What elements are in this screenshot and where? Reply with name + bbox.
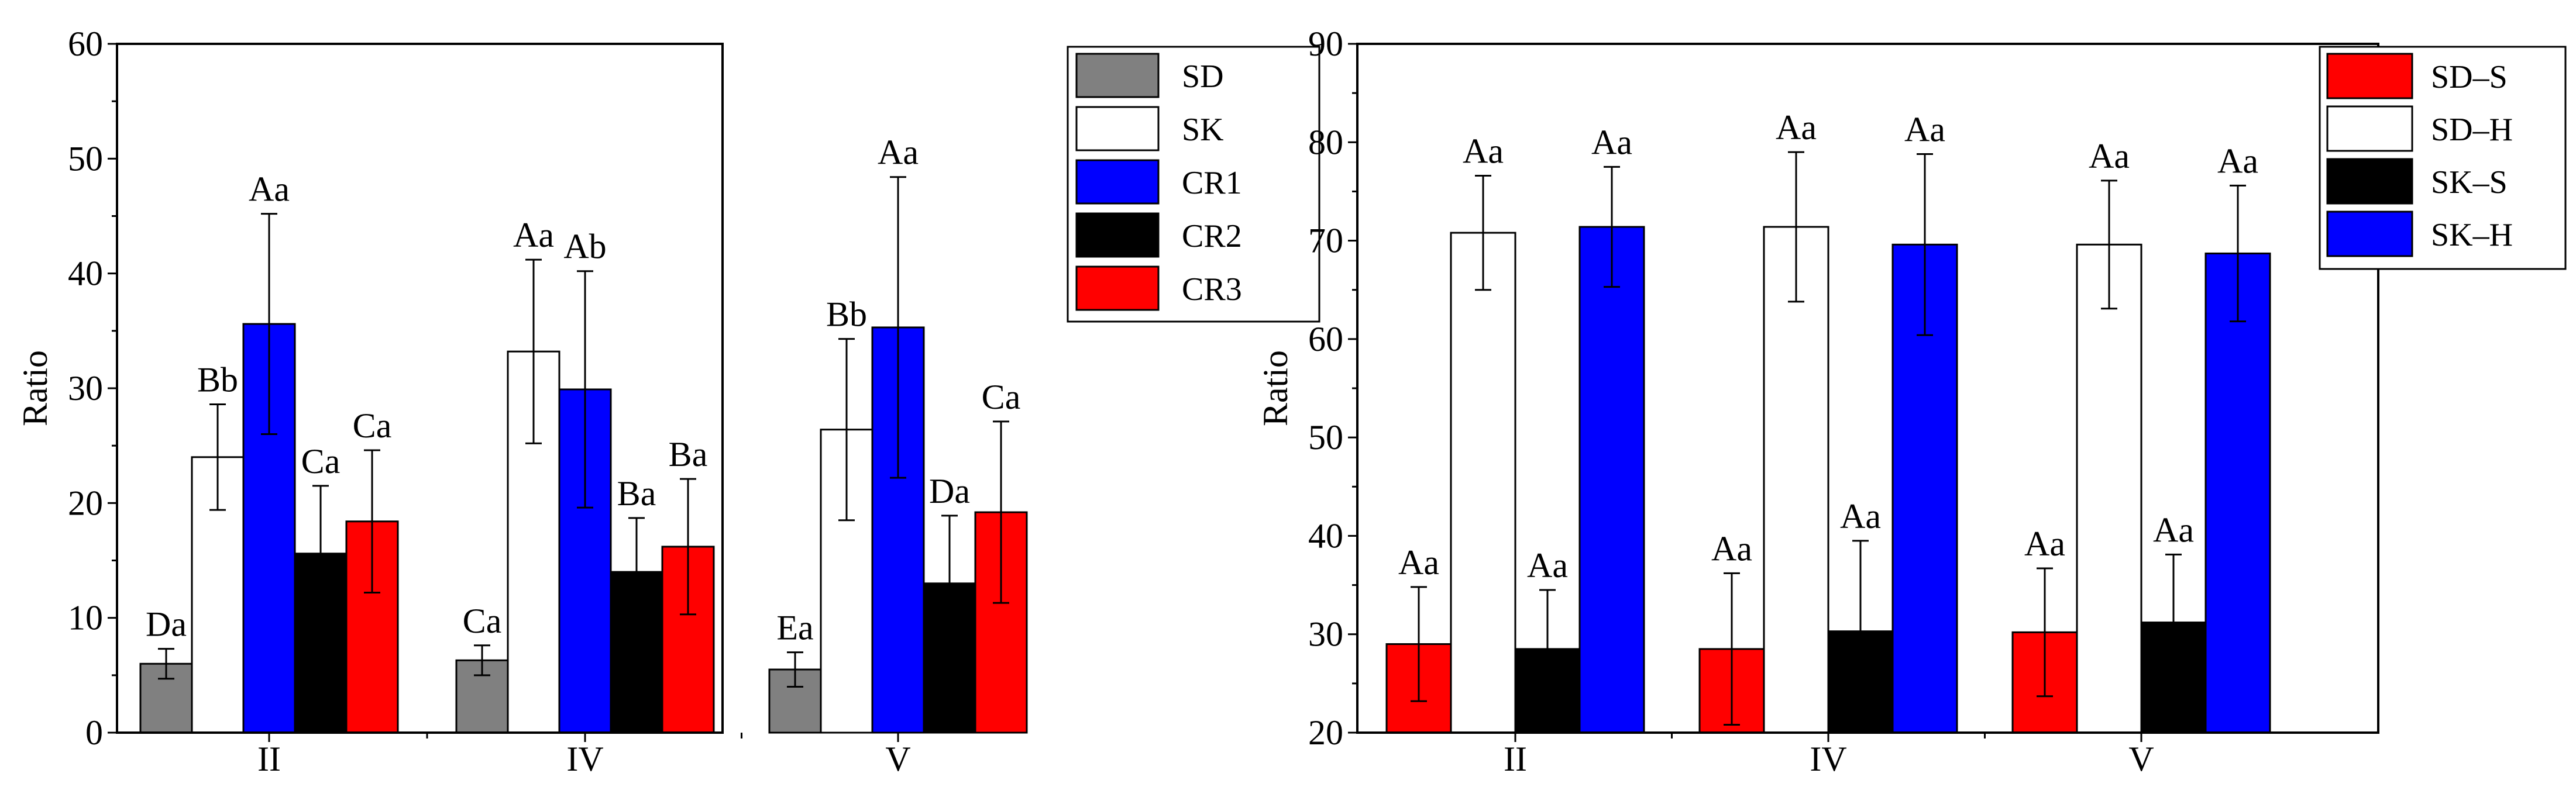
x-tick-label: V (885, 740, 910, 778)
y-tick-label: 50 (68, 139, 103, 178)
legend-label: SK (1182, 112, 1224, 148)
significance-label: Ca (982, 378, 1021, 416)
legend-label: SK–S (2431, 164, 2508, 201)
y-tick-label: 30 (68, 369, 103, 408)
legend-swatch (1075, 159, 1160, 205)
legend-swatch (2326, 105, 2413, 152)
significance-label: Ca (301, 442, 341, 481)
legend-label: CR1 (1182, 165, 1242, 201)
significance-label: Aa (1591, 123, 1632, 161)
significance-label: Ca (463, 602, 502, 640)
x-tick-label: IV (1810, 740, 1846, 778)
legend-label: SD (1182, 58, 1224, 95)
significance-label: Aa (1776, 108, 1817, 147)
significance-label: Aa (513, 216, 554, 254)
legend-label: CR2 (1182, 218, 1242, 254)
y-tick-label: 30 (1308, 615, 1343, 654)
y-tick-label: 90 (1308, 25, 1343, 63)
y-tick-label: 0 (85, 713, 103, 752)
legend-swatch (2326, 53, 2413, 99)
legend-swatch (1075, 212, 1160, 258)
legend-swatch (2326, 210, 2413, 257)
significance-label: Bb (826, 295, 867, 334)
y-tick-label: 60 (68, 25, 103, 63)
y-tick-label: 10 (68, 599, 103, 637)
legend-label: SD–H (2431, 112, 2513, 148)
y-axis-title: Ratio (1256, 350, 1295, 426)
significance-label: Aa (1904, 110, 1945, 149)
y-axis-title: Ratio (16, 350, 54, 426)
significance-label: Bb (197, 360, 238, 399)
significance-label: Aa (2153, 510, 2194, 549)
significance-label: Ba (669, 435, 708, 474)
significance-label: Aa (2217, 142, 2258, 180)
significance-label: Ba (617, 474, 656, 513)
legend-swatch (1075, 106, 1160, 151)
bar (1578, 226, 1645, 734)
significance-label: Da (929, 472, 970, 510)
legend-label: SD–S (2431, 59, 2508, 95)
significance-label: Aa (1398, 543, 1439, 582)
bar (2076, 243, 2142, 734)
significance-label: Aa (1463, 132, 1504, 171)
chart-right: 20 30 40 50 60 70 80 90 Ratio Aa Aa Aa Aa II Aa Aa Aa Aa I… (1256, 25, 2567, 778)
bar (1450, 232, 1516, 734)
y-tick-label: 60 (1308, 320, 1343, 358)
x-tick-label: II (257, 740, 281, 778)
y-tick-label: 70 (1308, 222, 1343, 260)
significance-label: Aa (1840, 497, 1881, 536)
significance-label: Ab (563, 227, 606, 266)
plot-frame (116, 43, 724, 734)
significance-label: Ca (353, 406, 392, 445)
y-tick-label: 80 (1308, 123, 1343, 161)
legend-swatch (1075, 265, 1160, 311)
significance-label: Da (146, 605, 187, 644)
bar (2204, 252, 2271, 734)
x-tick-label: V (2128, 740, 2154, 778)
x-tick-label: IV (566, 740, 603, 778)
significance-label: Ea (776, 609, 813, 647)
y-tick-label: 50 (1308, 418, 1343, 457)
significance-label: Aa (249, 170, 290, 209)
y-tick-label: 40 (1308, 516, 1343, 555)
legend-label: CR3 (1182, 271, 1242, 308)
significance-label: Aa (1711, 529, 1752, 568)
significance-label: Aa (2089, 137, 2130, 175)
significance-label: Aa (1527, 546, 1568, 585)
bar (1763, 226, 1829, 734)
significance-label: Aa (2024, 524, 2065, 563)
legend-label: SK–H (2431, 217, 2513, 253)
y-tick-label: 20 (1308, 713, 1343, 752)
legend-swatch (1075, 53, 1160, 98)
significance-label: Aa (878, 133, 919, 172)
y-tick-label: 20 (68, 484, 103, 522)
y-tick-label: 40 (68, 254, 103, 293)
legend-swatch (2326, 158, 2413, 205)
plot-frame (1356, 43, 2379, 734)
x-tick-label: II (1504, 740, 1527, 778)
